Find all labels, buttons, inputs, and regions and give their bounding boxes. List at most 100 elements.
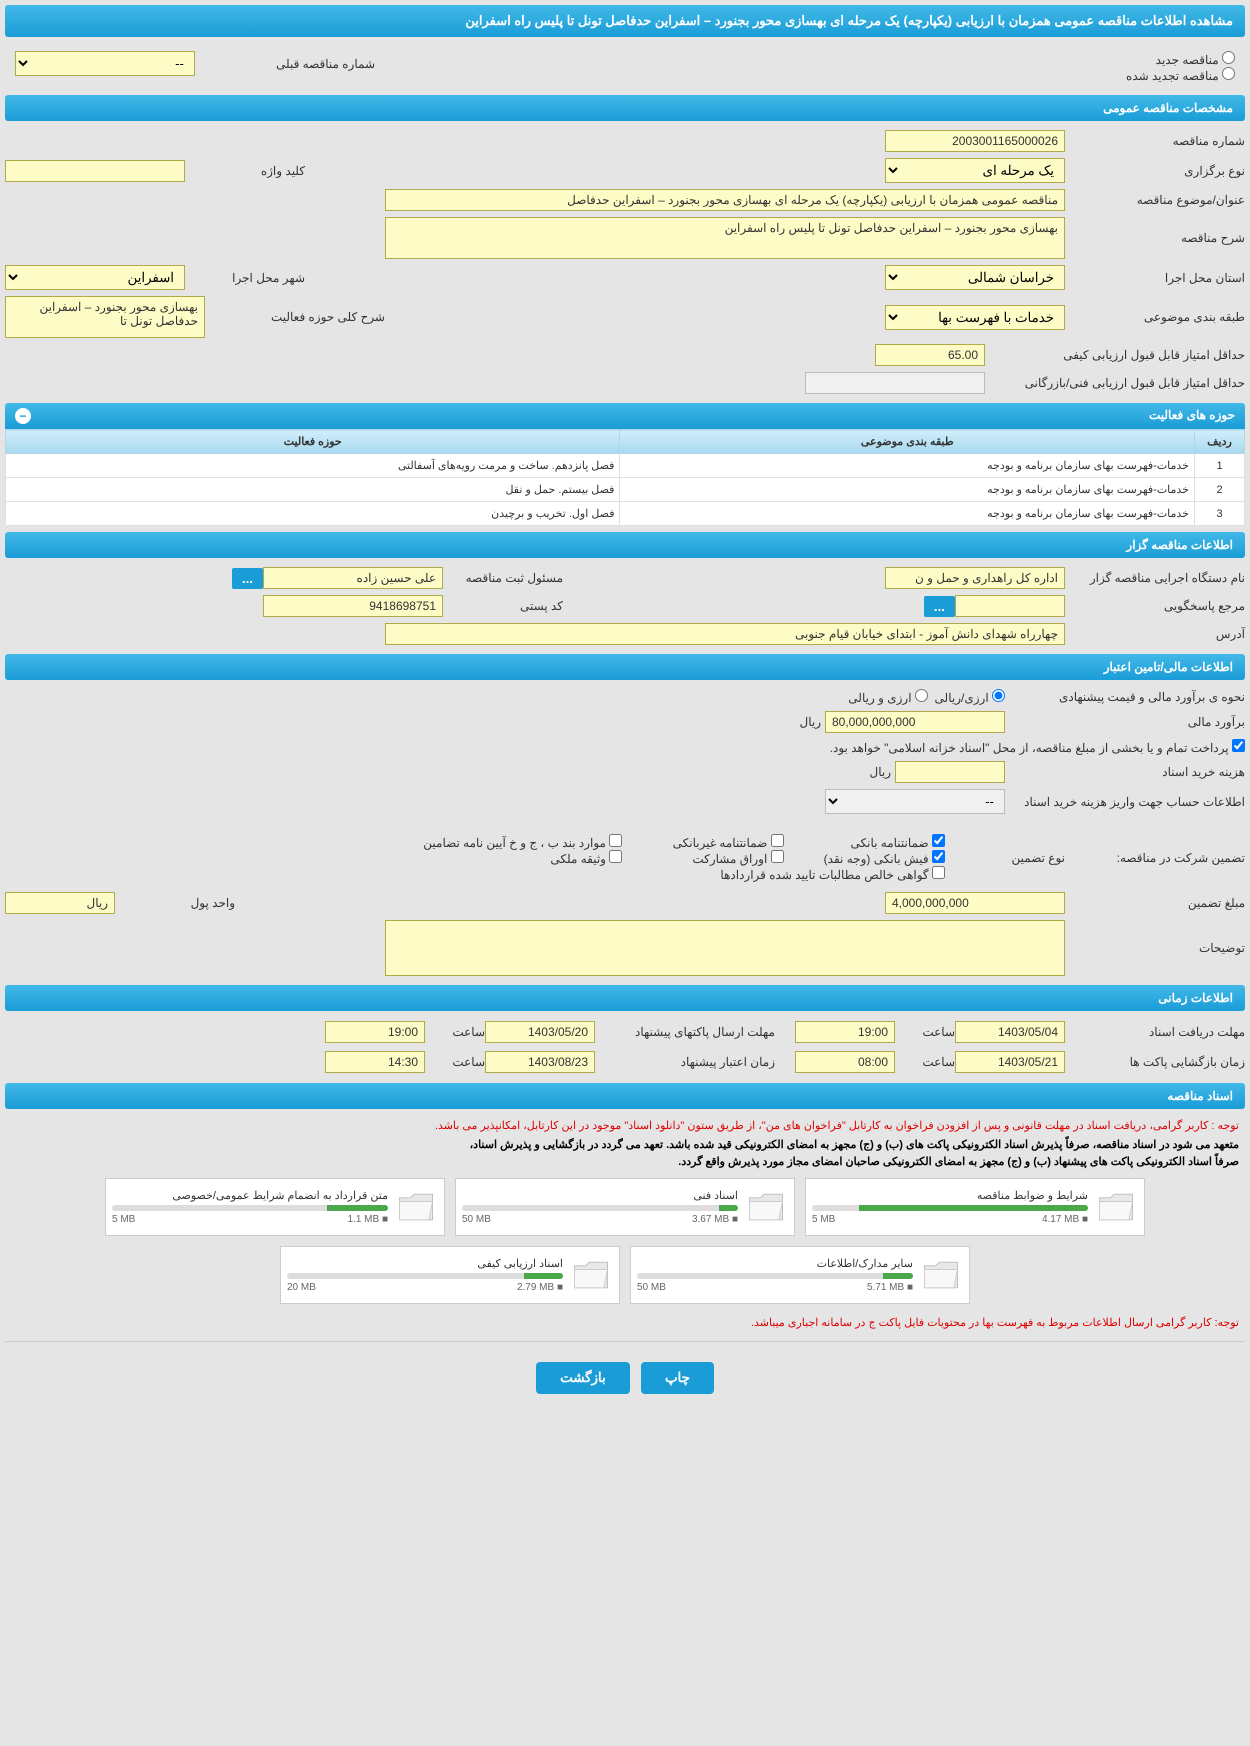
- status-new-radio[interactable]: [1222, 51, 1235, 64]
- folder-icon: [394, 1185, 438, 1229]
- folder-icon: [919, 1253, 963, 1297]
- chk-share[interactable]: اوراق مشارکت: [644, 850, 784, 866]
- section-timing: اطلاعات زمانی: [5, 985, 1245, 1011]
- chk-cash[interactable]: فیش بانکی (وجه نقد): [805, 850, 945, 866]
- chk-bank[interactable]: ضمانتنامه بانکی: [805, 834, 945, 850]
- opt-curr-label[interactable]: ارزی و ریالی: [848, 689, 928, 705]
- notes-value[interactable]: [385, 920, 1065, 976]
- validity-time: 14:30: [325, 1051, 425, 1073]
- responder-lookup-button[interactable]: ...: [924, 596, 955, 617]
- chk-deed[interactable]: وثیقه ملکی: [482, 850, 622, 866]
- open-date: 1403/05/21: [955, 1051, 1065, 1073]
- treasury-checkbox[interactable]: [1232, 739, 1245, 752]
- file-title: شرایط و ضوابط مناقصه: [812, 1189, 1088, 1202]
- city-label: شهر محل اجرا: [185, 271, 305, 285]
- estimate-label: برآورد مالی: [1005, 715, 1245, 729]
- receive-date: 1403/05/04: [955, 1021, 1065, 1043]
- unit-rial: ریال: [799, 715, 821, 729]
- guarantee-amount-label: مبلغ تضمین: [1065, 896, 1245, 910]
- print-button[interactable]: چاپ: [641, 1362, 714, 1394]
- category-select[interactable]: خدمات با فهرست بها: [885, 305, 1065, 330]
- file-used: 5.71 MB ■: [867, 1282, 913, 1293]
- file-box[interactable]: اسناد ارزیابی کیفی20 MB2.79 MB ■: [280, 1246, 620, 1304]
- keyword-value[interactable]: [5, 160, 185, 182]
- docs-note2: متعهد می شود در اسناد مناقصه، صرفاً پذیر…: [5, 1136, 1245, 1153]
- folder-icon: [1094, 1185, 1138, 1229]
- city-select[interactable]: اسفراین: [5, 265, 185, 290]
- postal-value: 9418698751: [263, 595, 443, 617]
- file-box[interactable]: شرایط و ضوابط مناقصه 5 MB 4.17 MB ■: [805, 1178, 1145, 1236]
- account-select[interactable]: --: [825, 789, 1005, 814]
- section-general: مشخصات مناقصه عمومی: [5, 95, 1245, 121]
- subject-label: عنوان/موضوع مناقصه: [1065, 193, 1245, 207]
- file-used: 2.79 MB ■: [517, 1282, 563, 1293]
- prev-number-select[interactable]: --: [15, 51, 195, 76]
- folder-icon: [569, 1253, 613, 1297]
- currency-unit-label: واحد پول: [115, 896, 235, 910]
- section-documents: اسناد مناقصه: [5, 1083, 1245, 1109]
- file-grid: شرایط و ضوابط مناقصه 5 MB 4.17 MB ■ اسناد ف…: [5, 1170, 1245, 1312]
- back-button[interactable]: بازگشت: [536, 1362, 630, 1394]
- file-used: 3.67 MB ■: [692, 1214, 738, 1225]
- validity-date: 1403/08/23: [485, 1051, 595, 1073]
- min-qual-value: 65.00: [875, 344, 985, 366]
- doc-cost-label: هزینه خرید اسناد: [1005, 765, 1245, 779]
- time-label-1: ساعت: [895, 1025, 955, 1039]
- chk-nonbank[interactable]: ضمانتنامه غیربانکی: [644, 834, 784, 850]
- file-title: متن قرارداد به انضمام شرایط عمومی/خصوصی: [112, 1189, 388, 1202]
- open-label: زمان بازگشایی پاکت ها: [1065, 1055, 1245, 1069]
- reg-resp-label: مسئول ثبت مناقصه: [443, 571, 563, 585]
- file-used: 4.17 MB ■: [1042, 1214, 1088, 1225]
- table-row: 2خدمات-فهرست بهای سازمان برنامه و بودجهف…: [6, 478, 1245, 502]
- time-label-2: ساعت: [425, 1025, 485, 1039]
- time-label-3: ساعت: [895, 1055, 955, 1069]
- file-title: اسناد ارزیابی کیفی: [287, 1257, 563, 1270]
- page-title: مشاهده اطلاعات مناقصه عمومی همزمان با ار…: [5, 5, 1245, 37]
- col-row: ردیف: [1195, 430, 1245, 454]
- opt-rial-radio[interactable]: [992, 689, 1005, 702]
- activity-desc-label: شرح کلی حوزه فعالیت: [205, 310, 385, 324]
- file-cap: 50 MB: [462, 1214, 491, 1225]
- status-renewed-text: مناقصه تجدید شده: [1126, 69, 1219, 83]
- opt-curr-radio[interactable]: [915, 689, 928, 702]
- validity-label: زمان اعتبار پیشنهاد: [595, 1055, 775, 1069]
- status-new-label[interactable]: مناقصه جدید: [1156, 53, 1235, 67]
- account-label: اطلاعات حساب جهت واریز هزینه خرید اسناد: [1005, 795, 1245, 809]
- file-title: اسناد فنی: [462, 1189, 738, 1202]
- activity-table-title: حوزه های فعالیت: [1149, 408, 1235, 424]
- type-select[interactable]: یک مرحله ای: [885, 158, 1065, 183]
- docs-note1: توجه : کاربر گرامی، دریافت اسناد در مهلت…: [5, 1115, 1245, 1136]
- docs-note3: صرفاً اسناد الکترونیکی پاکت های پیشنهاد …: [5, 1153, 1245, 1170]
- status-renewed-label[interactable]: مناقصه تجدید شده: [1126, 69, 1235, 83]
- status-renewed-radio[interactable]: [1222, 67, 1235, 80]
- reg-resp-lookup-button[interactable]: ...: [232, 568, 263, 589]
- tender-no-label: شماره مناقصه: [1065, 134, 1245, 148]
- chk-claims[interactable]: گواهی خالص مطالبات تایید شده قراردادها: [720, 866, 945, 882]
- opt-rial-label[interactable]: ارزی/ریالی: [935, 689, 1005, 705]
- chk-bvj[interactable]: موارد بند ب ، ج و خ آیین نامه تضامین: [423, 834, 622, 850]
- folder-icon: [744, 1185, 788, 1229]
- file-box[interactable]: سایر مدارک/اطلاعات50 MB5.71 MB ■: [630, 1246, 970, 1304]
- col-area: حوزه فعالیت: [6, 430, 620, 454]
- section-organizer: اطلاعات مناقصه گزار: [5, 532, 1245, 558]
- collapse-icon[interactable]: −: [15, 408, 31, 424]
- desc-value: بهسازی محور بجنورد – اسفراین حدفاصل تونل…: [385, 217, 1065, 259]
- desc-label: شرح مناقصه: [1065, 231, 1245, 245]
- receive-time: 19:00: [795, 1021, 895, 1043]
- min-qual-label: حداقل امتیاز قابل قبول ارزیابی کیفی: [985, 348, 1245, 362]
- min-tech-label: حداقل امتیاز قابل قبول ارزیابی فنی/بازرگ…: [985, 376, 1245, 390]
- file-box[interactable]: متن قرارداد به انضمام شرایط عمومی/خصوصی5…: [105, 1178, 445, 1236]
- table-row: 3خدمات-فهرست بهای سازمان برنامه و بودجهف…: [6, 502, 1245, 526]
- province-select[interactable]: خراسان شمالی: [885, 265, 1065, 290]
- treasury-check[interactable]: پرداخت تمام و یا بخشی از مبلغ مناقصه، از…: [830, 739, 1245, 755]
- submit-time: 19:00: [325, 1021, 425, 1043]
- section-financial: اطلاعات مالی/تامین اعتبار: [5, 654, 1245, 680]
- activity-desc-value: بهسازی محور بجنورد – اسفراین حدفاصل تونل…: [5, 296, 205, 338]
- file-cap: 5 MB: [812, 1214, 835, 1225]
- unit-rial2: ریال: [869, 765, 891, 779]
- reg-resp-value: علی حسین زاده: [263, 567, 443, 589]
- subject-value: مناقصه عمومی همزمان با ارزیابی (یکپارچه)…: [385, 189, 1065, 211]
- exec-label: نام دستگاه اجرایی مناقصه گزار: [1065, 571, 1245, 585]
- file-box[interactable]: اسناد فنی 50 MB 3.67 MB ■: [455, 1178, 795, 1236]
- status-new-text: مناقصه جدید: [1156, 53, 1219, 67]
